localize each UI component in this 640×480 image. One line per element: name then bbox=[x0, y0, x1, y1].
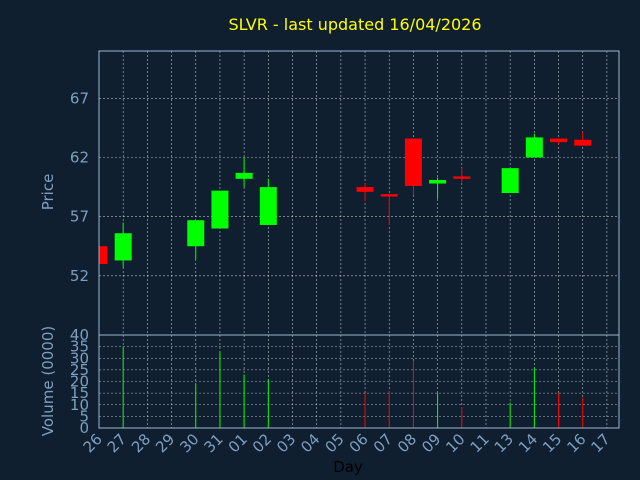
volume-tick-label: 25 bbox=[70, 361, 89, 379]
x-tick-label: 31 bbox=[201, 430, 227, 456]
volume-grid bbox=[98, 334, 619, 429]
x-tick-label: 27 bbox=[104, 430, 130, 456]
price-tick-label: 52 bbox=[70, 267, 89, 285]
x-tick-label: 07 bbox=[370, 430, 396, 456]
x-tick-label: 15 bbox=[539, 430, 565, 456]
x-tick-label: 08 bbox=[394, 430, 420, 456]
volume-bars-layer bbox=[122, 346, 584, 428]
candle-body bbox=[574, 139, 592, 146]
volume-tick-label: 30 bbox=[70, 349, 89, 367]
candle-body bbox=[187, 220, 205, 247]
candle-body bbox=[356, 187, 374, 192]
x-axis-label: Day bbox=[333, 458, 363, 476]
x-tick-label: 01 bbox=[225, 430, 251, 456]
price-tick-label: 57 bbox=[70, 208, 89, 226]
candle-body bbox=[525, 137, 543, 158]
x-tick-label: 14 bbox=[515, 430, 541, 456]
candle-body bbox=[429, 179, 447, 184]
price-grid bbox=[98, 51, 619, 335]
candle-body bbox=[380, 194, 398, 197]
candle-body bbox=[404, 138, 422, 186]
price-tick-label: 67 bbox=[70, 89, 89, 107]
candle-body bbox=[453, 176, 471, 179]
chart-title: SLVR - last updated 16/04/2026 bbox=[228, 15, 481, 34]
price-y-ticks: 52 57 62 67 bbox=[70, 89, 89, 285]
x-tick-label: 06 bbox=[346, 430, 372, 456]
candle-body bbox=[235, 172, 253, 179]
x-tick-label: 29 bbox=[152, 430, 178, 456]
volume-tick-label: 0 bbox=[79, 419, 89, 437]
candle-body bbox=[259, 187, 277, 225]
price-panel-frame bbox=[98, 50, 620, 336]
price-tick-label: 62 bbox=[70, 149, 89, 167]
x-tick-label: 05 bbox=[321, 430, 347, 456]
x-tick-label: 04 bbox=[297, 430, 323, 456]
volume-tick-label: 20 bbox=[70, 373, 89, 391]
candles-layer bbox=[98, 131, 592, 268]
x-tick-label: 11 bbox=[467, 430, 493, 456]
volume-tick-label: 15 bbox=[70, 384, 89, 402]
candle-body bbox=[211, 190, 229, 229]
x-ticks: 2627282930310102030405060708091011131415… bbox=[80, 430, 614, 456]
x-tick-label: 10 bbox=[442, 430, 468, 456]
volume-axis-label: Volume (0000) bbox=[39, 326, 57, 436]
x-tick-label: 03 bbox=[273, 430, 299, 456]
x-tick-label: 17 bbox=[588, 430, 614, 456]
volume-tick-label: 5 bbox=[79, 407, 89, 425]
candle-body bbox=[99, 246, 108, 264]
x-tick-label: 09 bbox=[418, 430, 444, 456]
x-tick-label: 13 bbox=[491, 430, 517, 456]
candle-body bbox=[501, 168, 519, 193]
volume-tick-label: 10 bbox=[70, 396, 89, 414]
x-tick-label: 16 bbox=[563, 430, 589, 456]
volume-tick-label: 35 bbox=[70, 338, 89, 356]
candle-body bbox=[114, 233, 132, 261]
candle-body bbox=[550, 138, 568, 143]
x-tick-label: 02 bbox=[249, 430, 275, 456]
volume-tick-label: 40 bbox=[70, 326, 89, 344]
x-tick-label: 28 bbox=[128, 430, 154, 456]
price-axis-label: Price bbox=[39, 174, 57, 211]
x-tick-label: 30 bbox=[176, 430, 202, 456]
volume-panel-frame bbox=[98, 334, 620, 429]
